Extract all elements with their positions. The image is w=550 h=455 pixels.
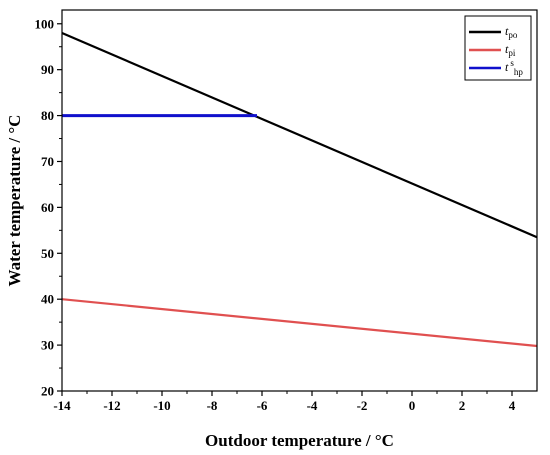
y-tick-label: 80	[41, 108, 54, 123]
series-line-tpo	[61, 31, 538, 239]
series-layer	[61, 31, 538, 348]
y-tick-label: 30	[41, 338, 54, 353]
legend-entry: tpi	[505, 42, 516, 58]
x-tick-label: -12	[103, 398, 120, 413]
x-tick-label: 4	[509, 398, 516, 413]
series-line-tpi	[61, 298, 538, 348]
legend-box	[464, 15, 532, 81]
tick-layer: -14 -12 -10 -8 -6 -4 -2 0 2 4 20 30 40 50 60 70 80 90 100	[35, 16, 516, 413]
x-tick-label: 2	[459, 398, 466, 413]
x-tick-label: -4	[307, 398, 318, 413]
x-tick-label: 0	[409, 398, 416, 413]
y-tick-label: 20	[41, 384, 54, 399]
legend-entry: tpo	[505, 24, 518, 40]
legend-entry: t shp	[505, 58, 523, 77]
y-tick-label: 60	[41, 200, 54, 215]
x-tick-label: -14	[53, 398, 71, 413]
y-tick-label: 50	[41, 246, 54, 261]
x-tick-label: -8	[207, 398, 218, 413]
y-tick-label: 40	[41, 292, 54, 307]
x-tick-label: -2	[357, 398, 368, 413]
y-tick-label: 90	[41, 62, 54, 77]
x-tick-label: -10	[153, 398, 170, 413]
y-axis-title: Water temperature / °C	[5, 115, 24, 287]
y-tick-label: 100	[35, 16, 55, 31]
x-tick-label: -6	[257, 398, 268, 413]
y-tick-label: 70	[41, 154, 54, 169]
x-axis-title: Outdoor temperature / °C	[205, 431, 394, 450]
plot-frame	[61, 9, 538, 392]
